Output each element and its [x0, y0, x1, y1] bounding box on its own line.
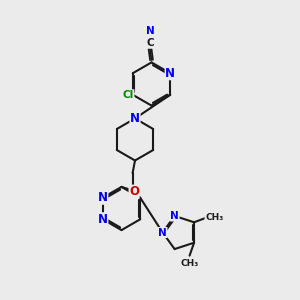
- Text: N: N: [165, 67, 175, 80]
- Text: Cl: Cl: [123, 90, 134, 100]
- Text: N: N: [170, 211, 179, 221]
- Text: CH₃: CH₃: [205, 213, 223, 222]
- Text: CH₃: CH₃: [181, 259, 199, 268]
- Text: O: O: [129, 185, 139, 198]
- Text: N: N: [158, 227, 167, 238]
- Text: N: N: [146, 26, 154, 36]
- Text: N: N: [98, 191, 108, 204]
- Text: N: N: [130, 112, 140, 125]
- Text: N: N: [98, 213, 108, 226]
- Text: C: C: [146, 38, 154, 48]
